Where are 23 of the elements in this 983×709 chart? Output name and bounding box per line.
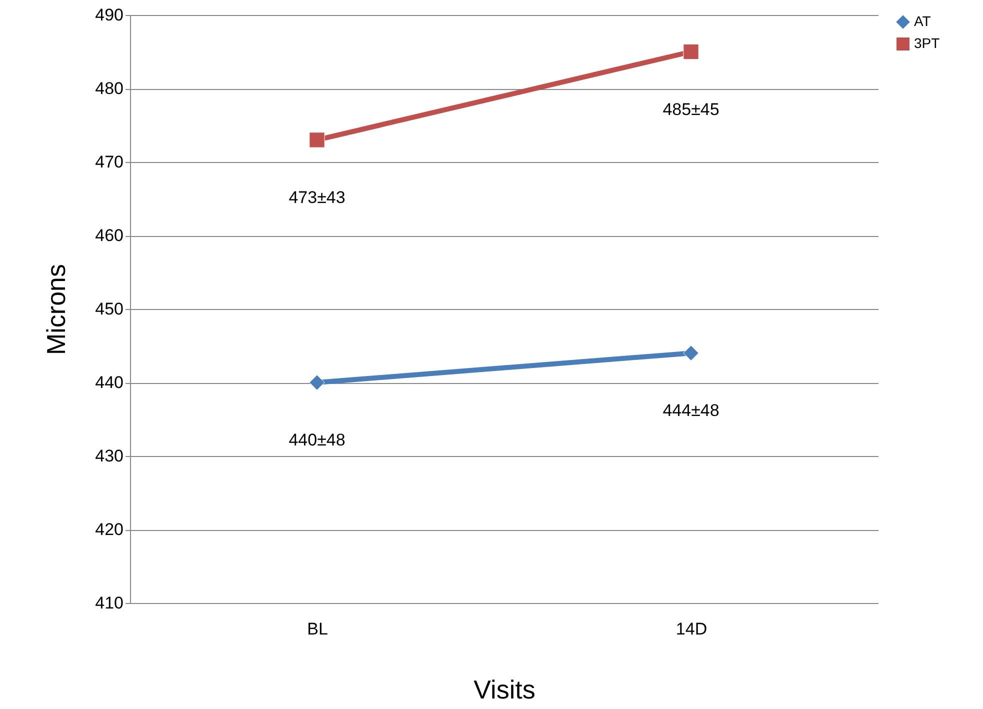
y-tick-label: 490	[95, 6, 124, 24]
x-tick-label: BL	[307, 620, 328, 638]
point	[683, 345, 699, 361]
y-axis-title: Microns	[41, 264, 72, 356]
y-tick-label: 430	[95, 446, 124, 466]
point	[309, 374, 325, 390]
y-tick-label: 410	[95, 594, 124, 612]
y-tick-label: 440	[95, 373, 124, 392]
y-tick-label: 450	[95, 300, 124, 318]
y-tick-label: 420	[95, 520, 124, 539]
legend-label: 3PT	[914, 35, 940, 51]
point	[309, 132, 325, 148]
y-tick-label: 460	[95, 226, 124, 245]
x-axis-title: Visits	[474, 674, 536, 704]
data-label: 473±43	[288, 188, 346, 207]
data-label: 485±45	[662, 100, 720, 119]
y-tick-label: 480	[95, 79, 124, 98]
legend-label: AT	[914, 13, 932, 29]
data-label: 444±48	[662, 401, 720, 420]
x-tick-label: 14D	[676, 620, 708, 638]
data-label: 440±48	[288, 430, 346, 450]
y-tick-label: 470	[95, 152, 124, 172]
point	[683, 44, 699, 60]
